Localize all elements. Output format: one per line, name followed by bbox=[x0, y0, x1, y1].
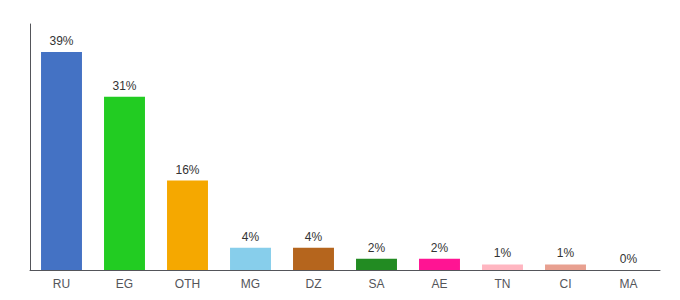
svg-text:MG: MG bbox=[241, 277, 260, 291]
svg-text:1%: 1% bbox=[557, 246, 575, 260]
svg-text:1%: 1% bbox=[494, 246, 512, 260]
svg-text:2%: 2% bbox=[368, 241, 386, 255]
svg-text:16%: 16% bbox=[175, 163, 199, 177]
svg-text:EG: EG bbox=[116, 277, 133, 291]
svg-text:DZ: DZ bbox=[306, 277, 322, 291]
svg-text:TN: TN bbox=[495, 277, 511, 291]
svg-text:SA: SA bbox=[368, 277, 384, 291]
svg-text:31%: 31% bbox=[112, 79, 136, 93]
svg-text:AE: AE bbox=[431, 277, 447, 291]
svg-text:4%: 4% bbox=[305, 230, 323, 244]
svg-text:39%: 39% bbox=[49, 34, 73, 48]
svg-text:MA: MA bbox=[620, 277, 638, 291]
svg-text:CI: CI bbox=[560, 277, 572, 291]
svg-text:RU: RU bbox=[53, 277, 70, 291]
svg-text:4%: 4% bbox=[242, 230, 260, 244]
svg-text:0%: 0% bbox=[620, 252, 638, 266]
svg-text:2%: 2% bbox=[431, 241, 449, 255]
svg-text:OTH: OTH bbox=[175, 277, 200, 291]
